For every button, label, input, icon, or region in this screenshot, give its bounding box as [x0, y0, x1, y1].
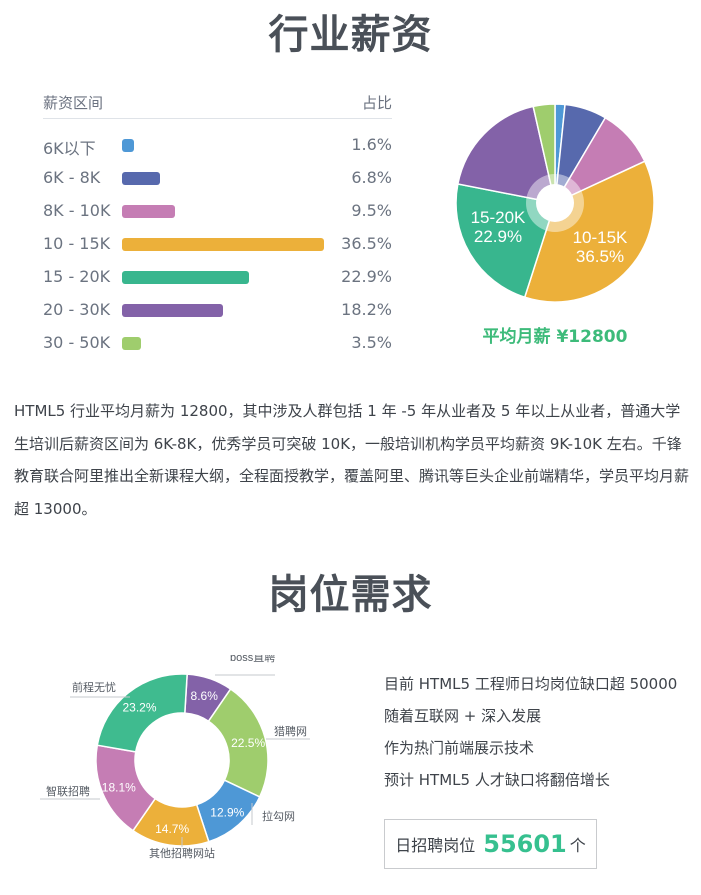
salary-range-label: 10 - 15K: [43, 234, 111, 253]
salary-table-header: 薪资区间 占比: [43, 92, 392, 119]
salary-share-value: 3.5%: [351, 333, 392, 352]
daily-jobs-label: 日招聘岗位: [395, 836, 476, 855]
salary-range-label: 8K - 10K: [43, 201, 111, 220]
salary-bar: [122, 139, 134, 152]
pie-center-hole: [536, 184, 574, 222]
job-fact: 目前 HTML5 工程师日均岗位缺口超 50000: [384, 675, 678, 693]
pie-slice: [532, 103, 556, 204]
salary-range-label: 30 - 50K: [43, 333, 111, 352]
daily-jobs-count: 55601: [483, 830, 567, 858]
col-range-header: 薪资区间: [43, 94, 104, 112]
daily-jobs-box: 日招聘岗位 55601 个: [384, 819, 597, 869]
salary-bar: [122, 271, 249, 284]
salary-row: 10 - 15K 36.5%: [43, 227, 392, 260]
salary-share-value: 18.2%: [341, 300, 392, 319]
job-fact: 作为热门前端展示技术: [384, 739, 535, 757]
donut-category-label: 猎聘网: [274, 724, 307, 738]
salary-bar: [122, 172, 160, 185]
donut-slice-percent: 23.2%: [123, 700, 157, 714]
salary-range-label: 6K - 8K: [43, 168, 101, 187]
donut-category-label: 拉勾网: [262, 809, 295, 823]
donut-category-label: 其他招聘网站: [149, 846, 215, 860]
salary-table: 薪资区间 占比 6K以下 1.6% 6K - 8K 6.8% 8K - 10K 9.5% 1…: [43, 92, 392, 359]
salary-range-label: 20 - 30K: [43, 300, 111, 319]
donut-category-label: 智联招聘: [46, 784, 90, 798]
average-salary: 平均月薪 ¥12800: [482, 327, 628, 347]
salary-rows: 6K以下 1.6% 6K - 8K 6.8% 8K - 10K 9.5% 10 - 15K 3…: [43, 119, 392, 359]
salary-bar: [122, 304, 223, 317]
salary-row: 30 - 50K 3.5%: [43, 326, 392, 359]
salary-row: 6K - 8K 6.8%: [43, 161, 392, 194]
donut-slice-percent: 18.1%: [102, 780, 136, 794]
salary-range-label: 15 - 20K: [43, 267, 111, 286]
jobs-section-title: 岗位需求: [268, 572, 433, 618]
pie-slice: [523, 160, 655, 303]
daily-jobs-unit: 个: [569, 836, 586, 855]
donut-slice-percent: 12.9%: [210, 805, 244, 819]
salary-bar: [122, 238, 324, 251]
salary-range-label: 6K以下: [43, 139, 96, 158]
salary-bar: [122, 205, 175, 218]
salary-row: 6K以下 1.6%: [43, 128, 392, 161]
donut-slice-percent: 14.7%: [155, 822, 189, 836]
donut-slice: [96, 673, 188, 753]
donut-slice-percent: 8.6%: [191, 689, 219, 703]
salary-section-title: 行业薪资: [268, 12, 433, 58]
pie-slice: [455, 183, 556, 299]
salary-row: 15 - 20K 22.9%: [43, 260, 392, 293]
salary-row: 8K - 10K 9.5%: [43, 194, 392, 227]
salary-share-value: 36.5%: [341, 234, 392, 253]
job-fact: 随着互联网 + 深入发展: [384, 707, 542, 725]
salary-share-value: 1.6%: [351, 135, 392, 154]
salary-bar: [122, 337, 142, 350]
salary-share-value: 6.8%: [351, 168, 392, 187]
salary-description: HTML5 行业平均月薪为 12800，其中涉及人群包括 1 年 -5 年从业者…: [14, 402, 690, 518]
job-fact: 预计 HTML5 人才缺口将翻倍增长: [384, 771, 610, 789]
pie-slice-label: 10-15K 36.5%: [573, 228, 628, 266]
pie-slice-label: 15-20K 22.9%: [471, 208, 526, 246]
salary-row: 20 - 30K 18.2%: [43, 293, 392, 326]
col-share-header: 占比: [361, 94, 392, 112]
salary-share-value: 9.5%: [351, 201, 392, 220]
job-facts-list: 目前 HTML5 工程师日均岗位缺口超 50000 随着互联网 + 深入发展 作…: [384, 668, 677, 796]
donut-slice-percent: 22.5%: [231, 736, 265, 750]
pie-slice: [456, 105, 556, 204]
salary-share-value: 22.9%: [341, 267, 392, 286]
salary-pie-chart: 10-15K 36.5% 15-20K 22.9%: [455, 103, 655, 303]
job-platform-donut-chart: 8.6% 22.5% 12.9% 14.7% 18.1% 23.2% boss直聘猎聘网拉勾…: [40, 655, 310, 860]
donut-category-label: boss直聘: [230, 655, 275, 664]
donut-category-label: 前程无忧: [72, 680, 116, 694]
